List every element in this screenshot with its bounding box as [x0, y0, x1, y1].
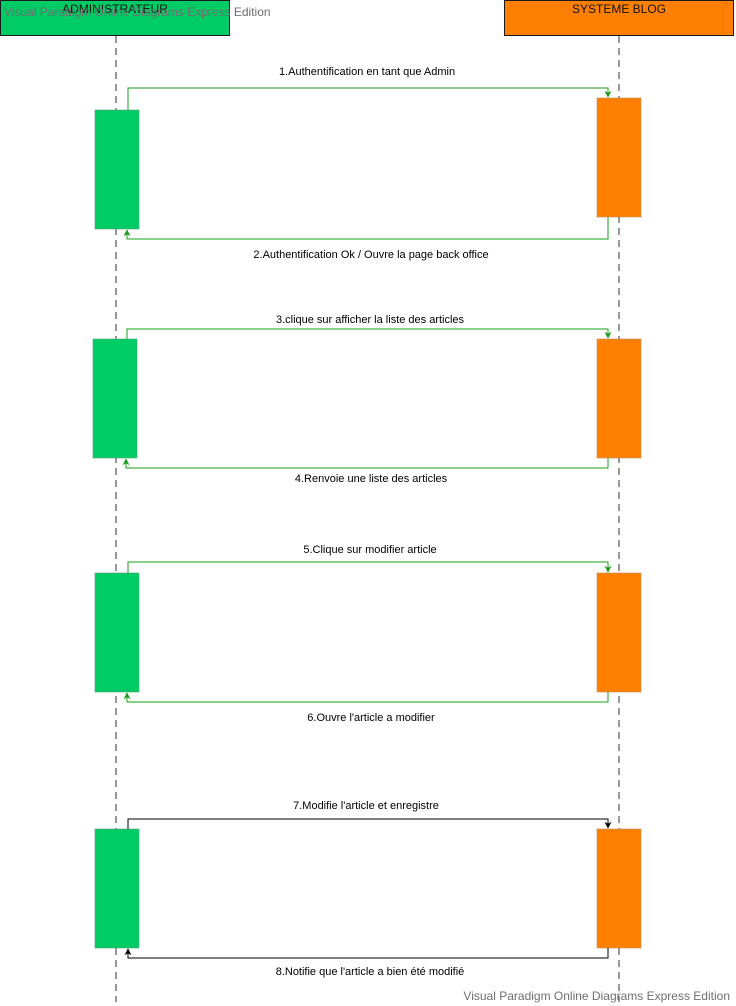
message-arrow-5: [127, 561, 612, 573]
system-activation-bar: [596, 97, 642, 218]
message-label-4: 4.Renvoie une liste des articles: [294, 473, 448, 485]
message-label-2: 2.Authentification Ok / Ouvre la page ba…: [253, 249, 489, 261]
system-actor-box: SYSTEME BLOG: [504, 0, 734, 36]
message-label-1: 1.Authentification en tant que Admin: [278, 66, 456, 78]
message-label-3: 3.clique sur afficher la liste des artic…: [275, 314, 465, 326]
watermark-bottom: Visual Paradigm Online Diagrams Express …: [463, 989, 730, 1003]
message-label-8: 8.Notifie que l'article a bien été modif…: [275, 966, 465, 978]
system-actor-label: SYSTEME BLOG: [571, 2, 667, 16]
message-arrow-4: [122, 458, 609, 469]
message-arrow-3: [126, 328, 612, 339]
system-activation-bar: [596, 572, 642, 693]
system-activation-bar: [596, 828, 642, 949]
message-label-7: 7.Modifie l'article et enregistre: [293, 800, 439, 812]
admin-activation-bar: [94, 572, 140, 693]
admin-activation-bar: [94, 109, 140, 230]
message-arrow-2: [123, 217, 609, 240]
admin-actor-box: ADMINISTRATEUR: [0, 0, 230, 36]
admin-actor-label: ADMINISTRATEUR: [62, 2, 168, 16]
message-label-5: 5.Clique sur modifier article: [303, 544, 437, 556]
admin-activation-bar: [92, 338, 138, 459]
message-arrow-7: [127, 818, 612, 829]
message-arrow-6: [123, 692, 609, 703]
watermark-top: Visual Paradigm Online Diagrams Express …: [4, 5, 271, 19]
system-activation-bar: [596, 338, 642, 459]
message-arrow-1: [127, 87, 612, 110]
message-label-6: 6.Ouvre l'article a modifier: [307, 712, 435, 724]
message-arrow-8: [124, 948, 609, 959]
admin-activation-bar: [94, 828, 140, 949]
